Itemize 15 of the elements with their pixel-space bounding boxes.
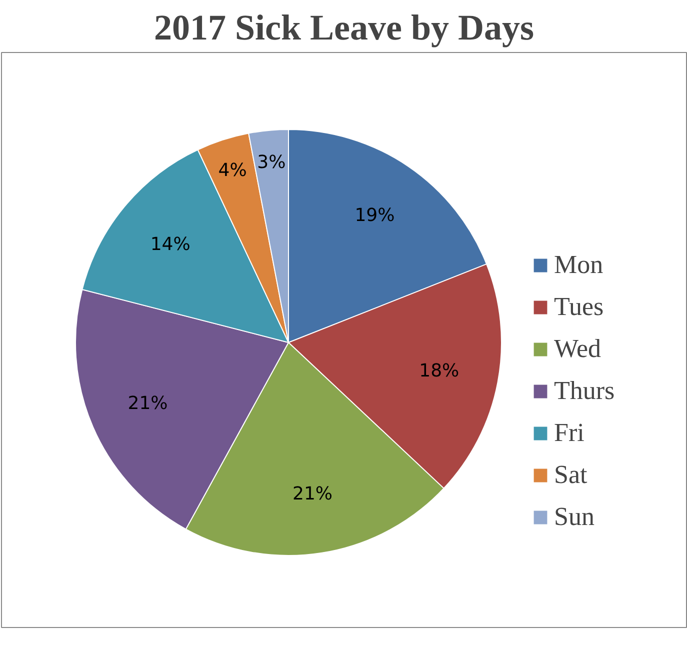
data-label: 21% <box>128 392 168 414</box>
legend-label: Wed <box>554 334 601 364</box>
legend-label: Sun <box>554 502 594 532</box>
legend-label: Fri <box>554 418 584 448</box>
legend-label: Sat <box>554 460 588 490</box>
chart-title: 2017 Sick Leave by Days <box>154 8 534 48</box>
data-label: 4% <box>218 160 247 181</box>
legend-label: Mon <box>554 250 604 280</box>
legend-label: Tues <box>554 292 604 322</box>
data-label: 3% <box>257 152 286 173</box>
data-label: 14% <box>150 234 190 256</box>
data-label: 18% <box>419 360 460 382</box>
data-label: 21% <box>292 483 333 504</box>
data-label: 19% <box>354 205 395 226</box>
legend-label: Thurs <box>554 376 615 406</box>
